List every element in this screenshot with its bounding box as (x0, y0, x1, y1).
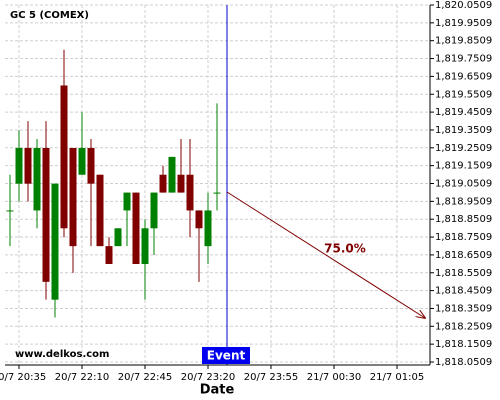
candle-body (204, 210, 212, 247)
candle-body (6, 210, 14, 212)
y-tick-label: 1,818.1509 (435, 339, 492, 350)
y-tick-label: 1,818.5509 (435, 268, 492, 279)
y-tick-label: 1,818.3509 (435, 303, 492, 314)
candle-body (87, 147, 95, 184)
event-label: Event (207, 349, 246, 363)
x-tick-label: 20/7 22:45 (118, 372, 172, 383)
y-tick-label: 1,818.2509 (435, 321, 492, 332)
candle-body (105, 246, 113, 264)
y-tick-label: 1,818.8509 (435, 214, 492, 225)
candle-body (168, 156, 176, 193)
candle-body (114, 228, 122, 247)
candle-body (159, 174, 167, 193)
x-axis-title: Date (200, 383, 235, 398)
y-tick-label: 1,818.4509 (435, 286, 492, 297)
candle-body (177, 174, 185, 193)
candle-body (24, 147, 32, 184)
candle-body (60, 85, 68, 229)
y-tick-label: 1,818.9509 (435, 196, 492, 207)
x-tick-label: 21/7 00:30 (307, 372, 361, 383)
candle-body (33, 147, 41, 211)
watermark: www.delkos.com (15, 349, 109, 360)
candle-body (123, 192, 131, 211)
candle-body (69, 147, 77, 247)
candle-body (150, 192, 158, 229)
x-tick-label: 20/7 22:10 (55, 372, 109, 383)
y-tick-label: 1,819.5509 (435, 89, 492, 100)
forecast-arrow (226, 191, 425, 318)
y-tick-label: 1,818.7509 (435, 232, 492, 243)
x-tick-label: 20/7 23:55 (244, 372, 298, 383)
candle-body (186, 174, 194, 211)
chart-title: GC 5 (COMEX) (10, 10, 89, 21)
y-tick-label: 1,819.1509 (435, 161, 492, 172)
forecast-label: 75.0% (324, 242, 366, 256)
y-tick-label: 1,819.4509 (435, 107, 492, 118)
y-tick-label: 1,819.6509 (435, 71, 492, 82)
y-tick-label: 1,819.9509 (435, 18, 492, 29)
y-tick-label: 1,820.0509 (435, 0, 492, 11)
x-tick-label: 21/7 01:05 (370, 372, 424, 383)
candle-body (51, 183, 59, 300)
candle-body (15, 147, 23, 184)
y-tick-label: 1,818.6509 (435, 250, 492, 261)
candle-body (132, 192, 140, 264)
candle-body (213, 192, 221, 194)
y-tick-label: 1,819.3509 (435, 125, 492, 136)
candle-body (96, 174, 104, 247)
y-tick-label: 1,819.0509 (435, 179, 492, 190)
y-tick-label: 1,818.0509 (435, 357, 492, 368)
candle-body (78, 147, 86, 175)
candle-body (195, 210, 203, 229)
candle-body (141, 228, 149, 264)
x-tick-label: 20/7 23:20 (181, 372, 235, 383)
event-badge (202, 347, 250, 364)
y-tick-label: 1,819.2509 (435, 143, 492, 154)
x-tick-label: 20/7 20:35 (0, 372, 46, 383)
candle-body (42, 147, 50, 282)
y-tick-label: 1,819.7509 (435, 54, 492, 65)
candles (6, 49, 221, 318)
y-tick-label: 1,819.8509 (435, 36, 492, 47)
